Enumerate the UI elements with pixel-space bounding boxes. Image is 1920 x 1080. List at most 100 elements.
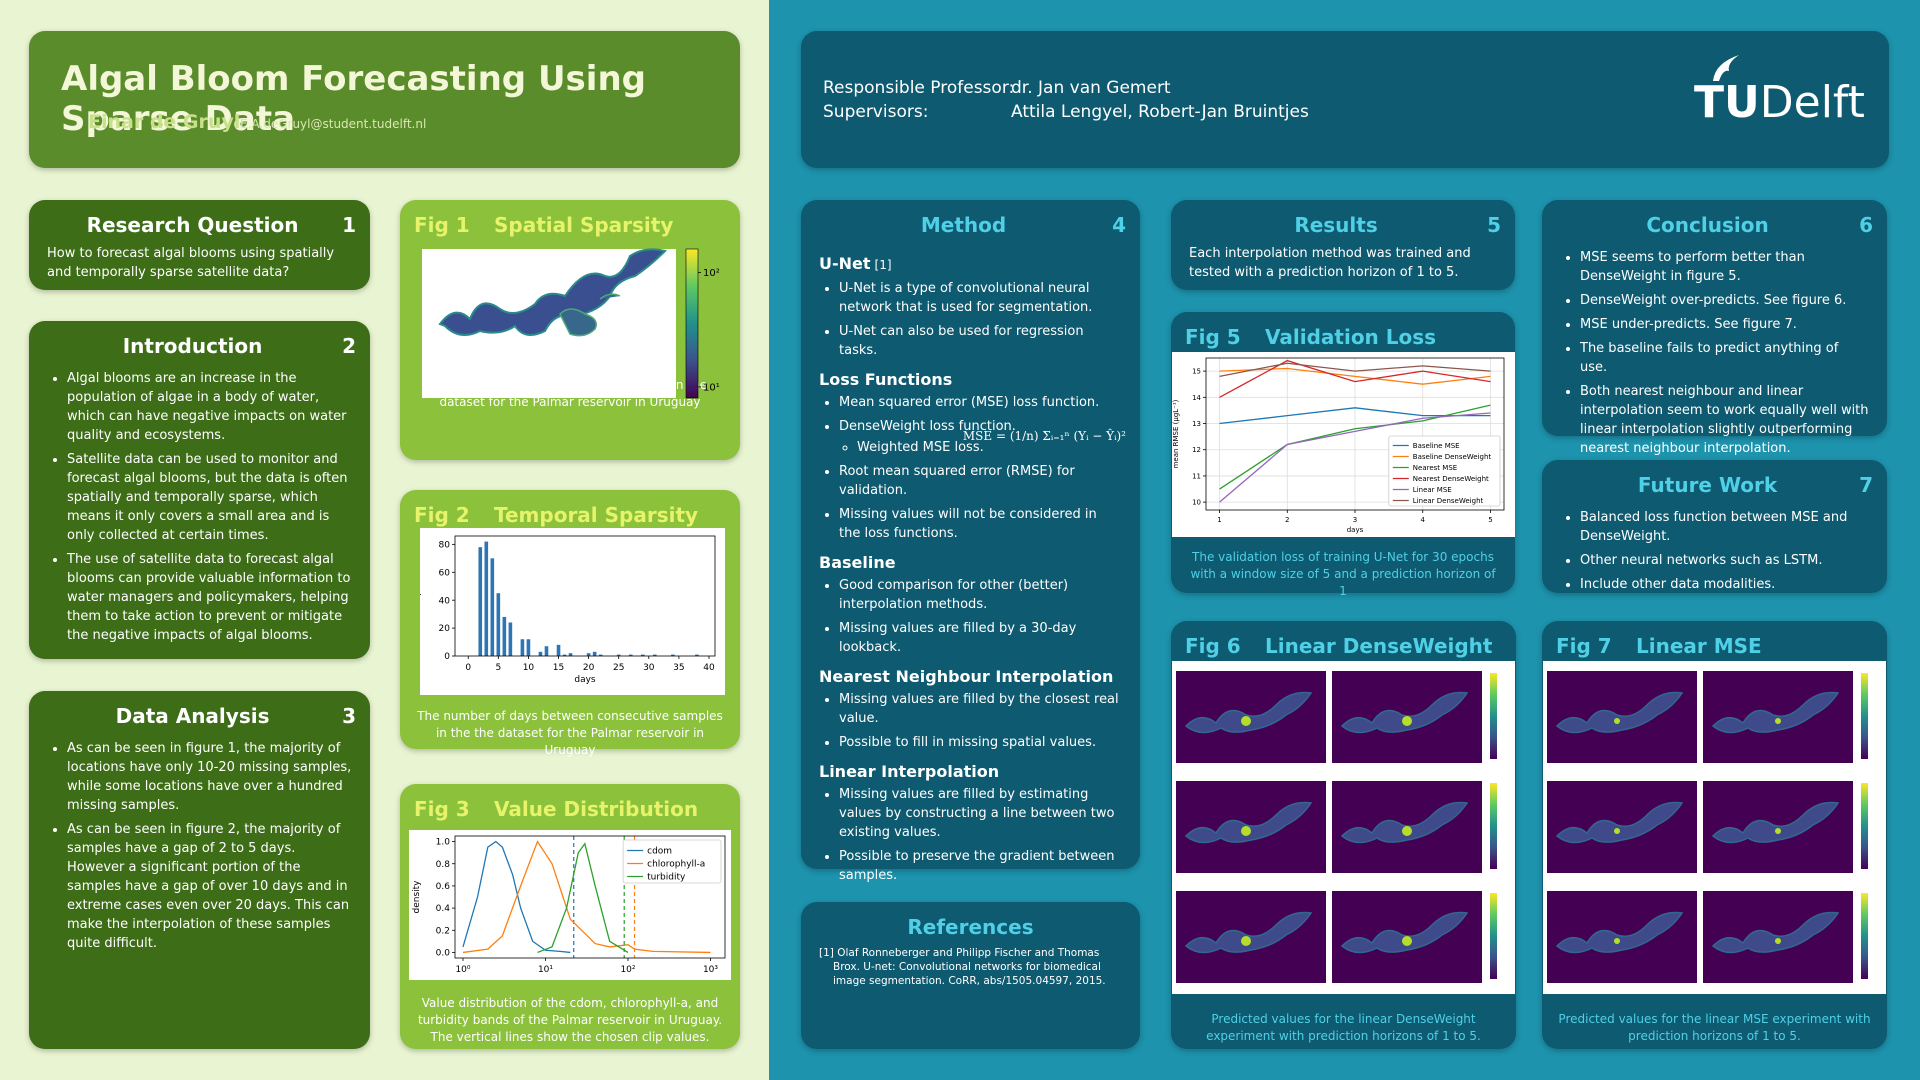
bullet: Mean squared error (MSE) loss function. [839,393,1122,412]
legend-label: chlorophyll-a [647,860,705,870]
panel-number: 4 [1112,213,1126,237]
x-tick-label: 5 [495,663,501,673]
bar [592,651,597,656]
legend-label: Baseline MSE [1413,442,1460,450]
logo: TUDelft [1694,77,1865,128]
legend-label: Linear MSE [1413,486,1452,494]
bullet: Good comparison for other (better) inter… [839,576,1122,614]
figure-3-chart: 10⁰ 10¹ 10² 10³ 0.0 0.2 0.4 0.6 0.8 1.0 density cdo… [409,830,731,980]
x-tick-label: 25 [613,663,624,673]
bar [562,654,567,656]
figure-header: Fig 5 Validation Loss [1171,320,1515,354]
figure-header: Fig 6 Linear DenseWeight [1171,629,1516,663]
series-line [537,842,629,954]
y-axis-label: samples [420,577,422,615]
heading-text: Nearest Neighbour Interpolation [819,667,1114,686]
figure-title: Spatial Sparsity [494,213,674,237]
legend-label: Baseline DenseWeight [1413,453,1492,461]
colorbar [685,248,699,399]
x-tick-label: 10² [620,965,635,975]
bar [640,654,645,656]
heatmap-shape [1711,911,1840,954]
heatmap-hotspot [1241,826,1251,836]
bullet-list: MSE seems to perform better than DenseWe… [1560,248,1869,458]
bullet: MSE under-predicts. See figure 7. [1580,315,1869,334]
panel-header: Future Work 7 [1542,468,1887,502]
heatmap-shape [1184,911,1313,954]
bar [478,547,483,656]
bullet-list: As can be seen in figure 1, the majority… [47,739,352,953]
panel-body: [1] Olaf Ronneberger and Philipp Fischer… [801,944,1140,988]
bar [520,639,525,656]
plot-frame [454,535,716,657]
series-line [1219,367,1491,385]
panel-number: 6 [1859,213,1873,237]
heatmap-shape [1555,691,1684,734]
bar [556,644,561,656]
heatmap-hotspot [1402,936,1412,946]
panel-title: Data Analysis [115,704,270,728]
bullet: Possible to preserve the gradient betwee… [839,847,1122,885]
x-axis-label: days [574,675,596,685]
x-tick-label: 5 [1488,516,1492,524]
series-line [1219,404,1491,490]
sub-bullet: Weighted MSE loss. [857,438,1122,457]
x-tick-label: 30 [643,663,655,673]
panel-title: Introduction [122,334,263,358]
panel-header: References [801,910,1140,944]
heatmap-shape [1340,911,1469,954]
bullet-list: Good comparison for other (better) inter… [819,576,1122,657]
bullet: Possible to fill in missing spatial valu… [839,733,1122,752]
panel-body: Each interpolation method was trained an… [1171,242,1515,282]
bullet: Missing values are filled by estimating … [839,785,1122,842]
logo-delft: Delft [1759,77,1865,128]
y-tick-label: 14 [1192,394,1201,402]
conclusion-panel: Conclusion 6 MSE seems to perform better t… [1542,200,1887,456]
y-tick-label: 0.8 [436,860,451,870]
y-tick-label: 0 [444,652,450,662]
heatmap-hotspot [1614,828,1620,834]
figure-caption: The validation loss of training U-Net fo… [1190,550,1496,598]
email: E.A.deGruyl@student.tudelft.nl [240,117,427,131]
research-question-panel: Research Question 1 How to forecast algal … [29,200,370,290]
x-tick-label: 10 [523,663,535,673]
heatmap-colorbar [1861,673,1868,759]
panel-body: Balanced loss function between MSE and D… [1542,502,1887,594]
colorbar-tick-label: 10² [703,268,720,279]
x-tick-label: 4 [1420,516,1425,524]
sub-list: Weighted MSE loss. [839,438,1122,457]
panel-number: 2 [342,334,356,358]
panel-number: 5 [1487,213,1501,237]
panel-title: Results [1294,213,1378,237]
header-box: Responsible Professor: dr. Jan van Gemert… [801,31,1889,168]
bullet: U-Net is a type of convolutional neural … [839,279,1122,317]
heading-ref: [1] [874,258,892,272]
y-tick-label: 0.0 [436,949,451,959]
bullet: As can be seen in figure 1, the majority… [67,739,352,815]
y-tick-label: 0.4 [436,904,451,914]
figure-1-graphic: 10² 10¹ [422,248,720,399]
heatmap-hotspot [1402,716,1412,726]
bullet: MSE seems to perform better than DenseWe… [1580,248,1869,286]
y-tick-label: 0.2 [436,926,450,936]
y-axis-label: density [412,880,422,914]
logo-flame [1713,55,1739,81]
fig6-heatmaps [1172,661,1515,994]
bullet-list: Balanced loss function between MSE and D… [1560,508,1869,594]
legend-label: Nearest DenseWeight [1413,475,1489,483]
panel-text: Each interpolation method was trained an… [1189,246,1471,280]
bullet: Missing values are filled by a 30-day lo… [839,619,1122,657]
author: Einar de Gruyl [88,111,241,133]
panel-body: MSE seems to perform better than DenseWe… [1542,242,1887,458]
panel-body: As can be seen in figure 1, the majority… [29,733,370,953]
legend-label: Nearest MSE [1413,464,1457,472]
heatmap-colorbar [1861,893,1868,979]
bullet: Root mean squared error (RMSE) for valid… [839,462,1122,500]
plot-frame [1205,357,1505,511]
figure-title: Linear MSE [1636,634,1762,658]
figure-label: Fig 6 [1185,634,1241,658]
legend-label: cdom [647,847,672,857]
figure-header: Fig 7 Linear MSE [1542,629,1887,663]
